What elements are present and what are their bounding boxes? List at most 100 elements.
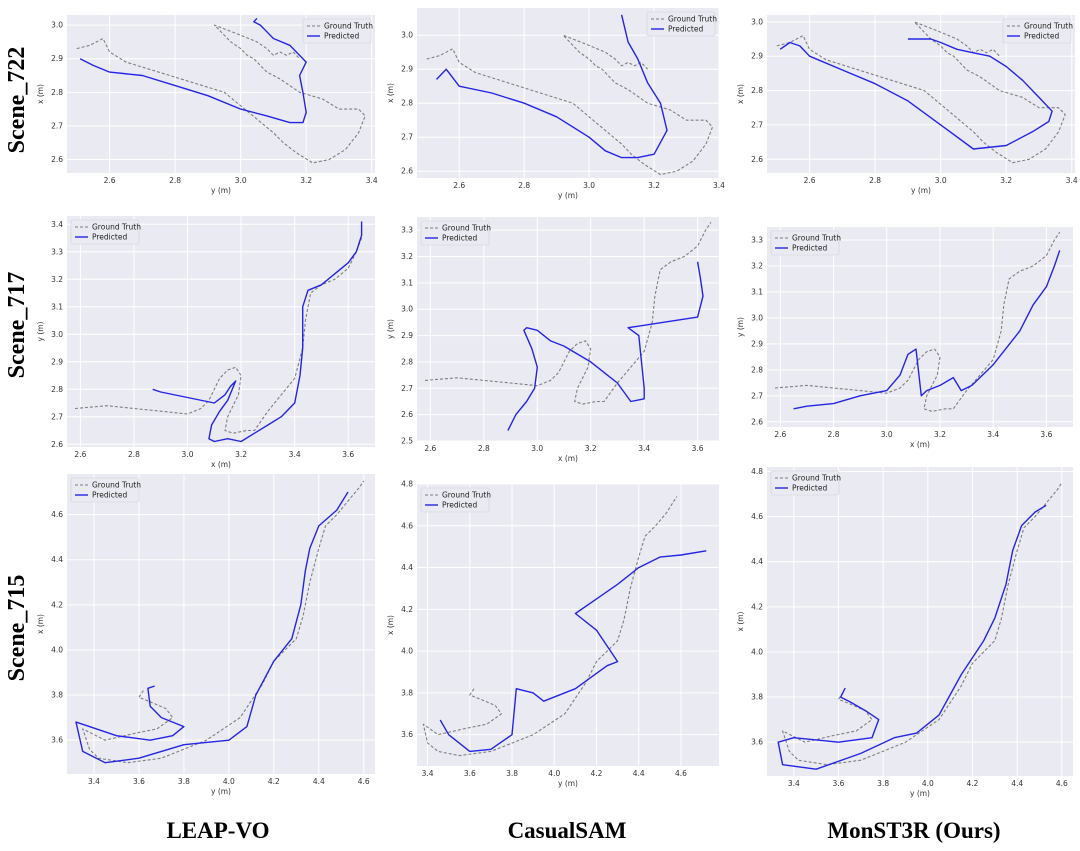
x-axis-label: y (m) xyxy=(211,787,231,796)
x-tick-label: 2.6 xyxy=(453,181,465,190)
legend-box xyxy=(770,470,840,496)
y-axis-label: x (m) xyxy=(36,84,45,104)
x-tick-label: 4.0 xyxy=(922,779,934,788)
x-tick-label: 2.8 xyxy=(869,176,881,185)
y-tick-label: 4.8 xyxy=(751,467,763,476)
y-tick-label: 3.1 xyxy=(751,287,763,296)
y-tick-label: 3.2 xyxy=(751,261,763,270)
x-tick-label: 3.2 xyxy=(300,176,312,185)
legend-entry: Predicted xyxy=(792,244,827,253)
x-tick-label: 3.8 xyxy=(506,769,518,778)
x-tick-label: 3.4 xyxy=(788,779,800,788)
chart-panel-2-0: 3.4 3.6 3.8 4.0 4.2 4.4 4.6 3.6 3.8 4.0 4.2 4.4 4.6 y… xyxy=(36,474,375,796)
series-group xyxy=(777,482,1063,770)
legend-box xyxy=(302,18,372,44)
plot-area xyxy=(417,484,719,766)
y-tick-label: 2.6 xyxy=(751,155,763,164)
x-tick-label: 4.4 xyxy=(313,777,325,786)
legend-entry: Ground Truth xyxy=(442,224,491,233)
y-tick-label: 3.6 xyxy=(751,738,763,747)
x-tick-label: 3.4 xyxy=(366,176,378,185)
ground-truth-line xyxy=(74,237,363,434)
legend-entry: Predicted xyxy=(442,234,477,243)
y-tick-label: 4.2 xyxy=(51,600,63,609)
chart-panels: 2.6 2.8 3.0 3.2 3.4 2.6 2.7 2.8 2.9 3.0 y (m) x (m)… xyxy=(36,8,1078,798)
legend-entry: Predicted xyxy=(1024,32,1059,41)
x-tick-label: 3.8 xyxy=(178,777,190,786)
y-tick-label: 3.0 xyxy=(751,313,763,322)
ground-truth-line xyxy=(774,231,1061,412)
x-axis-label: x (m) xyxy=(910,440,930,449)
x-tick-label: 4.4 xyxy=(633,769,645,778)
y-axis-label: x (m) xyxy=(386,83,395,103)
legend-entry: Predicted xyxy=(324,32,359,41)
x-tick-label: 4.0 xyxy=(223,777,235,786)
x-tick-label: 3.0 xyxy=(935,176,947,185)
y-tick-label: 3.0 xyxy=(51,330,63,339)
y-tick-label: 2.9 xyxy=(51,357,63,366)
predicted-line xyxy=(793,250,1061,410)
y-tick-label: 2.9 xyxy=(51,54,63,63)
y-tick-label: 2.7 xyxy=(751,120,763,129)
y-tick-label: 2.8 xyxy=(51,385,63,394)
legend-box xyxy=(1002,18,1072,44)
series-group xyxy=(75,480,365,764)
predicted-line xyxy=(777,504,1047,770)
y-tick-label: 2.9 xyxy=(751,339,763,348)
column-label-casualsam: CasualSAM xyxy=(508,818,627,843)
plot-area xyxy=(417,217,719,441)
predicted-line xyxy=(439,550,707,753)
ground-truth-line xyxy=(82,480,365,764)
x-tick-label: 3.0 xyxy=(531,444,543,453)
x-tick-label: 3.0 xyxy=(182,450,194,459)
y-tick-label: 4.2 xyxy=(401,605,413,614)
y-tick-label: 3.0 xyxy=(401,31,413,40)
y-tick-label: 2.8 xyxy=(401,357,413,366)
y-tick-label: 2.6 xyxy=(51,440,63,449)
ground-truth-line xyxy=(422,496,678,757)
y-tick-label: 2.6 xyxy=(401,167,413,176)
legend-entry: Predicted xyxy=(668,25,703,34)
legend-box xyxy=(70,219,140,245)
legend-entry: Predicted xyxy=(92,491,127,500)
chart-panel-0-0: 2.6 2.8 3.0 3.2 3.4 2.6 2.7 2.8 2.9 3.0 y (m) x (m)… xyxy=(36,15,378,195)
y-tick-label: 2.7 xyxy=(51,121,63,130)
ground-truth-line xyxy=(424,221,712,405)
x-tick-label: 3.2 xyxy=(585,444,597,453)
y-tick-label: 3.0 xyxy=(51,21,63,30)
x-tick-label: 3.4 xyxy=(88,777,100,786)
x-tick-label: 2.6 xyxy=(424,444,436,453)
row-labels: Scene_722 Scene_717 Scene_715 xyxy=(4,47,30,682)
y-tick-label: 2.9 xyxy=(751,52,763,61)
x-tick-label: 2.6 xyxy=(104,176,116,185)
x-tick-label: 4.6 xyxy=(675,769,687,778)
x-tick-label: 4.2 xyxy=(268,777,280,786)
y-tick-label: 2.5 xyxy=(401,437,413,446)
y-tick-label: 2.6 xyxy=(751,417,763,426)
legend-entry: Ground Truth xyxy=(668,15,717,24)
y-axis-label: y (m) xyxy=(36,321,45,341)
series-group xyxy=(774,231,1061,412)
y-tick-label: 3.0 xyxy=(751,17,763,26)
predicted-line xyxy=(75,491,349,764)
series-group xyxy=(426,14,714,176)
ground-truth-line xyxy=(782,482,1063,766)
x-tick-label: 3.4 xyxy=(987,430,999,439)
y-tick-label: 3.3 xyxy=(401,226,413,235)
y-axis-label: y (m) xyxy=(386,319,395,339)
x-tick-label: 3.0 xyxy=(583,181,595,190)
x-tick-label: 3.6 xyxy=(133,777,145,786)
x-tick-label: 4.2 xyxy=(967,779,979,788)
y-tick-label: 3.6 xyxy=(51,736,63,745)
plot-area xyxy=(67,216,375,447)
x-tick-label: 4.6 xyxy=(358,777,370,786)
x-tick-label: 3.6 xyxy=(692,444,704,453)
legend-entry: Ground Truth xyxy=(92,223,141,232)
legend-box xyxy=(420,487,490,513)
